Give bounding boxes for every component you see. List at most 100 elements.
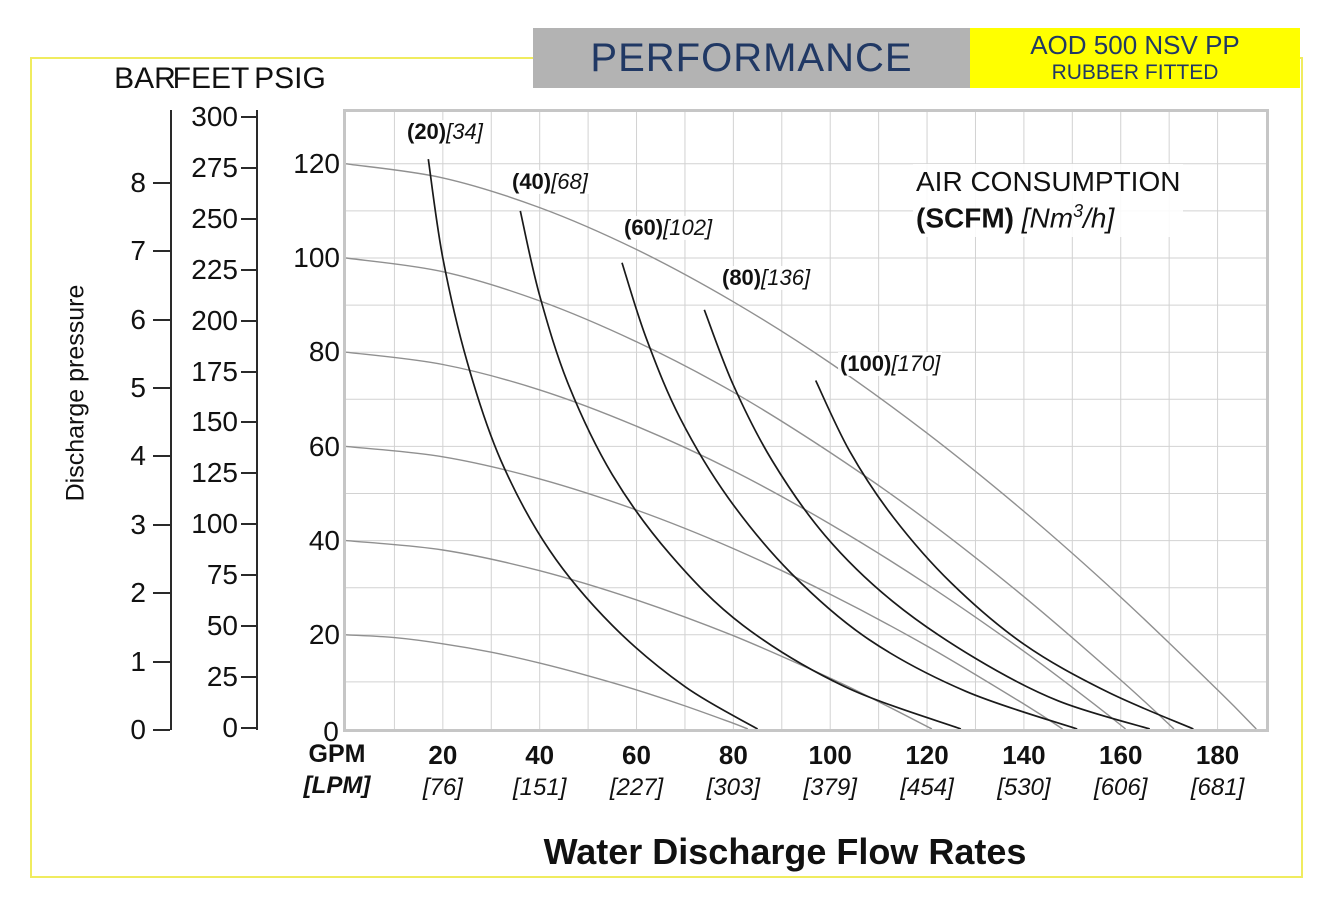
x-axis-units: GPM [LPM] [304, 740, 371, 800]
bar-tick [153, 181, 170, 184]
feet-tick [241, 676, 256, 679]
scfm-unit: (SCFM) [916, 202, 1014, 234]
air-curve-nm3h-value: [136] [761, 265, 811, 290]
feet-tick-label: 100 [191, 508, 238, 540]
air-curve-nm3h-value: [68] [551, 169, 588, 194]
bar-tick [153, 592, 170, 595]
feet-tick [241, 319, 256, 322]
x-tick-gpm-value: 20 [428, 740, 458, 770]
model-fitting: RUBBER FITTED [1051, 60, 1219, 84]
feet-tick-label: 50 [206, 610, 238, 642]
x-tick-gpm-value: 120 [905, 740, 949, 770]
air-consumption-units: (SCFM) [Nm3/h] [916, 200, 1180, 237]
air-consumption-title: AIR CONSUMPTION [916, 166, 1181, 197]
air-curve-scfm-value: (40) [512, 169, 552, 194]
x-tick-140gpm: 140 [530] [997, 740, 1050, 802]
bar-tick-label: 5 [130, 372, 146, 403]
air-curve-label-60: (60)[102] [622, 215, 715, 241]
psig-tick-label: 120 [293, 148, 340, 180]
feet-tick [241, 421, 256, 424]
feet-tick-label: 250 [191, 202, 238, 234]
feet-tick-label: 75 [206, 559, 238, 591]
air-consumption-note: AIR CONSUMPTION (SCFM) [Nm3/h] [913, 164, 1184, 238]
model-box: AOD 500 NSV PP RUBBER FITTED [970, 28, 1300, 88]
air-curve-20scfm [427, 158, 759, 729]
x-tick-lpm-value: [227] [609, 774, 664, 801]
model-name: AOD 500 NSV PP [1030, 29, 1240, 60]
feet-tick-label: 225 [191, 253, 238, 285]
feet-tick-label: 175 [191, 355, 238, 387]
feet-tick [241, 370, 256, 373]
x-tick-lpm-value: [76] [422, 774, 463, 801]
pump-curve-120psig [346, 163, 1257, 729]
feet-tick-label: 300 [191, 100, 238, 132]
x-tick-lpm-value: [379] [803, 774, 857, 801]
x-tick-gpm-value: 60 [622, 740, 651, 770]
x-tick-gpm-value: 40 [525, 740, 555, 770]
feet-tick [241, 115, 256, 118]
bar-axis-header: BAR [114, 62, 176, 95]
lpm-unit-label: [LPM] [303, 772, 371, 799]
psig-tick-label: 80 [308, 336, 340, 368]
bar-tick-label: 4 [130, 440, 146, 472]
air-curve-60scfm [621, 262, 1078, 729]
x-tick-100gpm: 100 [379] [804, 740, 857, 802]
x-tick-120gpm: 120 [454] [900, 740, 953, 802]
air-curve-scfm-value: (80) [722, 265, 762, 290]
air-curve-label-40: (40)[68] [510, 169, 590, 195]
air-curve-label-20: (20)[34] [405, 119, 485, 145]
x-tick-gpm-value: 80 [718, 740, 748, 770]
x-tick-lpm-value: [606] [1094, 774, 1148, 801]
feet-tick [241, 625, 256, 628]
nm3h-exponent: 3 [1073, 201, 1084, 222]
bar-tick-label: 1 [130, 645, 146, 677]
psig-tick-label: 40 [308, 524, 340, 556]
air-curve-label-100: (100)[170] [838, 351, 943, 377]
chart-canvas [346, 112, 1266, 729]
x-tick-60gpm: 60 [227] [610, 740, 663, 802]
pump-curve-80psig [346, 351, 1127, 729]
bar-tick-label: 3 [130, 508, 146, 540]
x-tick-lpm-value: [454] [900, 774, 954, 801]
psig-tick-label: 60 [308, 430, 340, 462]
feet-tick [241, 166, 256, 169]
performance-title-box: PERFORMANCE [533, 28, 970, 88]
x-axis-title: Water Discharge Flow Rates [543, 831, 1027, 872]
x-tick-lpm-value: [530] [997, 774, 1051, 801]
bar-tick [153, 660, 170, 663]
pump-curve-60psig [346, 445, 1063, 729]
feet-tick-label: 125 [191, 457, 238, 489]
air-curve-40scfm [519, 210, 962, 729]
feet-axis-line [256, 110, 258, 730]
x-tick-gpm-value: 140 [1002, 740, 1046, 770]
bar-tick [153, 523, 170, 526]
bar-tick [153, 318, 170, 321]
plot-area: AIR CONSUMPTION (SCFM) [Nm3/h] (20)[34] (… [343, 109, 1269, 732]
x-tick-gpm-value: 100 [808, 740, 852, 770]
origin-zero-label: 0 [323, 716, 339, 747]
feet-tick [241, 268, 256, 271]
feet-tick-label: 0 [222, 712, 238, 743]
bar-axis-line [170, 110, 172, 730]
bar-tick [153, 455, 170, 458]
feet-tick-label: 150 [191, 406, 238, 438]
x-tick-gpm-value: 180 [1195, 740, 1240, 770]
air-curve-scfm-value: (60) [624, 215, 664, 240]
feet-tick [241, 217, 256, 220]
air-curve-scfm-value: (100) [840, 351, 892, 376]
nm3h-unit-pre: [Nm [1013, 202, 1074, 234]
feet-tick [241, 574, 256, 577]
feet-tick [241, 523, 256, 526]
bar-tick [153, 250, 170, 253]
gpm-unit-label: GPM [308, 740, 366, 768]
psig-tick-label: 100 [293, 242, 340, 274]
x-tick-20gpm: 20 [76] [423, 740, 463, 802]
bar-tick-label: 8 [130, 166, 146, 198]
bar-tick-label: 0 [130, 714, 146, 745]
performance-title: PERFORMANCE [590, 35, 913, 80]
pump-curve-100psig [346, 257, 1175, 729]
feet-tick [241, 472, 256, 475]
feet-tick-label: 275 [191, 151, 238, 183]
x-tick-80gpm: 80 [303] [707, 740, 760, 802]
grid-lines [346, 112, 1266, 729]
